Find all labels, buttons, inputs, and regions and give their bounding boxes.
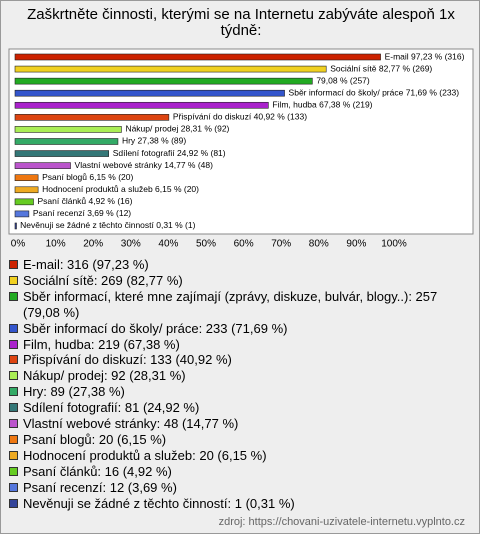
legend-swatch [9, 323, 18, 333]
bar [14, 186, 39, 194]
legend-swatch [9, 434, 18, 444]
legend-swatch [9, 419, 18, 429]
x-tick-label: 80% [309, 239, 329, 250]
bar [14, 198, 34, 206]
legend-entry: Film, hudba: 219 (67,38 %) [9, 337, 471, 353]
bar [14, 114, 170, 121]
legend-label: Sociální sítě: 269 (82,77 %) [23, 272, 183, 288]
bar [14, 53, 381, 61]
x-tick-label: 0% [11, 239, 26, 250]
legend-swatch [9, 291, 18, 301]
value-label: Psaní recenzí 3,69 % (12) [33, 208, 131, 218]
legend-entry: Psaní recenzí: 12 (3,69 %) [9, 480, 471, 496]
x-tick-label: 10% [46, 239, 66, 250]
legend-label: Nákup/ prodej: 92 (28,31 %) [23, 368, 186, 384]
legend-label: Nevěnuji se žádné z těchto činností: 1 (… [23, 495, 295, 511]
bar [14, 77, 313, 85]
legend-label: Sběr informací, které mne zajímají (zprá… [23, 288, 438, 320]
bar [14, 101, 269, 109]
bar [14, 89, 285, 97]
bar [14, 162, 71, 169]
bar [14, 174, 39, 181]
legend-entry: Nákup/ prodej: 92 (28,31 %) [9, 368, 471, 384]
legend-entry: Hry: 89 (27,38 %) [9, 384, 471, 400]
legend-entry: Nevěnuji se žádné z těchto činností: 1 (… [9, 496, 471, 512]
legend-label: Vlastní webové stránky: 48 (14,77 %) [23, 416, 239, 432]
value-label: Přispívání do diskuzí 40,92 % (133) [173, 112, 307, 122]
legend-label: E-mail: 316 (97,23 %) [23, 257, 149, 272]
legend-label: Psaní blogů: 20 (6,15 %) [23, 431, 167, 447]
legend-label: Sběr informací do školy/ práce: 233 (71,… [23, 320, 288, 336]
x-tick-label: 90% [346, 239, 366, 250]
legend-swatch [9, 371, 18, 381]
value-label: Sdílení fotografií 24,92 % (81) [113, 148, 226, 158]
value-label: Nevěnuji se žádné z těchto činností 0,31… [20, 220, 195, 230]
legend-entry: Sběr informací, které mne zajímají (zprá… [9, 289, 471, 321]
bar [14, 210, 30, 218]
legend-swatch [9, 466, 18, 476]
legend-swatch [9, 355, 18, 365]
x-tick-label: 70% [271, 239, 291, 250]
x-tick-label: 100% [381, 239, 407, 250]
source-note: zdroj: https://chovani-uzivatele-interne… [218, 516, 465, 528]
legend-label: Psaní článků: 16 (4,92 %) [23, 463, 172, 479]
value-label: Psaní blogů 6,15 % (20) [42, 172, 133, 182]
value-label: Hry 27,38 % (89) [122, 136, 186, 146]
value-label: Film, hudba 67,38 % (219) [272, 100, 372, 110]
x-tick-label: 60% [234, 239, 254, 250]
legend-swatch [9, 403, 18, 413]
x-tick-label: 20% [83, 239, 103, 250]
bar [14, 65, 327, 73]
chart: 0% 10% 20% 30% 40% 50% 60% 70% 80% 90% 100% E-mail … [8, 48, 474, 250]
value-label: Hodnocení produktů a služeb 6,15 % (20) [42, 184, 199, 194]
legend-entry: Psaní blogů: 20 (6,15 %) [9, 432, 471, 448]
value-label: Sběr informací do školy/ práce 71,69 % (… [289, 87, 460, 97]
bar [14, 150, 109, 157]
legend-entry: Psaní článků: 16 (4,92 %) [9, 464, 471, 480]
legend-label: Hodnocení produktů a služeb: 20 (6,15 %) [23, 447, 267, 463]
legend-swatch [9, 275, 18, 285]
legend-swatch [9, 339, 18, 349]
x-tick-label: 40% [158, 239, 178, 250]
bar [14, 138, 119, 145]
legend-entry: Sběr informací do školy/ práce: 233 (71,… [9, 321, 471, 337]
value-label: Sociální sítě 82,77 % (269) [330, 63, 432, 73]
value-label: Vlastní webové stránky 14,77 % (48) [75, 160, 214, 170]
legend: E-mail: 316 (97,23 %) Sociální sítě: 269 … [9, 257, 471, 512]
legend-entry: E-mail: 316 (97,23 %) [9, 257, 471, 273]
bar [14, 222, 17, 230]
legend-label: Sdílení fotografií: 81 (24,92 %) [23, 400, 200, 416]
legend-swatch [9, 498, 18, 508]
legend-entry: Přispívání do diskuzí: 133 (40,92 %) [9, 352, 471, 368]
legend-entry: Sociální sítě: 269 (82,77 %) [9, 273, 471, 289]
value-label: E-mail 97,23 % (316) [385, 51, 465, 61]
legend-label: Film, hudba: 219 (67,38 %) [23, 336, 180, 352]
value-label: Psaní článků 4,92 % (16) [37, 196, 132, 206]
legend-label: Hry: 89 (27,38 %) [23, 384, 125, 400]
legend-entry: Vlastní webové stránky: 48 (14,77 %) [9, 416, 471, 432]
legend-entry: Hodnocení produktů a služeb: 20 (6,15 %) [9, 448, 471, 464]
x-tick-label: 30% [121, 239, 141, 250]
legend-label: Přispívání do diskuzí: 133 (40,92 %) [23, 352, 232, 368]
legend-swatch [9, 260, 18, 269]
legend-swatch [9, 387, 18, 397]
x-tick-label: 50% [196, 239, 216, 250]
chart-title: Zaškrtněte činnosti, kterými se na Inter… [27, 6, 455, 39]
value-label: 79,08 % (257) [316, 75, 370, 85]
legend-swatch [9, 482, 18, 492]
legend-entry: Sdílení fotografií: 81 (24,92 %) [9, 400, 471, 416]
value-label: Nákup/ prodej 28,31 % (92) [125, 124, 229, 134]
bar [14, 126, 122, 133]
legend-swatch [9, 450, 18, 460]
legend-label: Psaní recenzí: 12 (3,69 %) [23, 479, 177, 495]
